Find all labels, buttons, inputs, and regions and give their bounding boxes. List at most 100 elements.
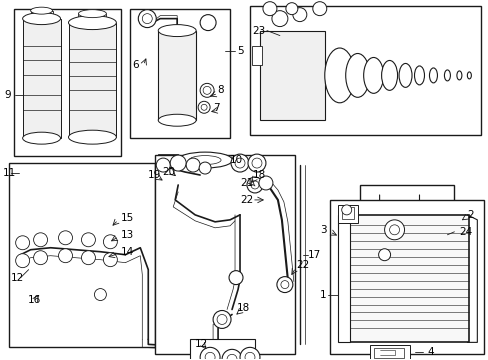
Bar (14, 9, 121, 156)
Ellipse shape (177, 152, 232, 168)
Circle shape (94, 289, 106, 301)
Circle shape (250, 181, 259, 189)
Bar (68, 23, 116, 137)
Text: 17: 17 (307, 250, 321, 260)
Circle shape (34, 251, 47, 265)
Circle shape (276, 276, 292, 293)
Text: 10: 10 (229, 155, 243, 165)
Bar (251, 45, 262, 66)
Circle shape (222, 349, 242, 360)
Ellipse shape (324, 48, 354, 103)
Bar (344, 215, 468, 342)
Bar (249, 6, 480, 135)
Text: 9: 9 (5, 90, 11, 100)
Ellipse shape (78, 10, 106, 18)
Bar (359, 185, 453, 280)
Circle shape (226, 354, 237, 360)
Text: 18: 18 (252, 170, 265, 180)
Circle shape (16, 254, 30, 268)
Circle shape (186, 158, 200, 172)
Circle shape (259, 176, 272, 190)
Circle shape (200, 84, 214, 97)
Circle shape (170, 155, 186, 171)
Ellipse shape (345, 54, 369, 97)
Circle shape (142, 14, 152, 24)
Circle shape (200, 15, 216, 31)
Circle shape (199, 162, 211, 174)
Circle shape (263, 2, 276, 15)
Circle shape (81, 251, 95, 265)
Text: 19: 19 (148, 170, 161, 180)
Text: 11: 11 (2, 168, 16, 178)
Text: 13: 13 (120, 230, 133, 240)
Text: 14: 14 (120, 247, 133, 257)
Bar (9, 163, 155, 347)
Text: 12: 12 (11, 273, 24, 283)
Text: 22: 22 (295, 260, 308, 270)
Ellipse shape (22, 132, 61, 144)
Bar (369, 345, 408, 360)
Text: 7: 7 (213, 103, 219, 113)
Circle shape (312, 2, 326, 15)
Circle shape (138, 10, 156, 28)
Bar (341, 207, 353, 219)
Bar (190, 339, 254, 360)
Text: 21: 21 (240, 178, 253, 188)
Ellipse shape (467, 72, 470, 79)
Text: 4: 4 (427, 347, 433, 357)
Circle shape (230, 154, 248, 172)
Text: 24: 24 (458, 227, 472, 237)
Ellipse shape (31, 7, 52, 14)
Circle shape (201, 104, 207, 110)
Text: 20: 20 (162, 167, 175, 177)
Circle shape (198, 101, 210, 113)
Circle shape (280, 280, 288, 289)
Text: 18: 18 (237, 302, 250, 312)
Circle shape (244, 352, 254, 360)
Text: 12: 12 (195, 339, 208, 349)
Circle shape (240, 347, 260, 360)
Circle shape (271, 11, 287, 27)
Circle shape (285, 3, 297, 15)
Text: 23: 23 (251, 26, 264, 36)
Ellipse shape (158, 114, 196, 126)
Circle shape (251, 158, 262, 168)
Circle shape (200, 347, 220, 360)
Ellipse shape (414, 66, 424, 85)
Circle shape (341, 205, 351, 215)
Ellipse shape (444, 70, 449, 81)
Ellipse shape (456, 71, 461, 80)
Bar (373, 348, 403, 358)
Bar (158, 154, 178, 166)
Ellipse shape (22, 13, 61, 24)
Ellipse shape (363, 58, 383, 93)
Bar (337, 205, 357, 223)
Bar (130, 9, 229, 138)
Bar (31, 11, 52, 21)
Ellipse shape (428, 68, 437, 83)
Circle shape (204, 352, 215, 360)
Bar (329, 200, 483, 354)
Circle shape (217, 315, 226, 324)
Circle shape (228, 271, 243, 285)
Text: 3: 3 (319, 225, 326, 235)
Ellipse shape (381, 60, 397, 90)
Circle shape (81, 233, 95, 247)
Circle shape (292, 8, 306, 22)
Circle shape (246, 177, 263, 193)
Circle shape (389, 225, 399, 235)
Bar (78, 14, 106, 24)
Circle shape (378, 249, 390, 261)
Circle shape (213, 310, 230, 328)
Text: 6: 6 (132, 60, 139, 71)
Circle shape (247, 154, 265, 172)
Bar (260, 31, 324, 120)
Text: 22: 22 (240, 195, 253, 205)
Text: 2: 2 (467, 210, 473, 220)
Ellipse shape (68, 15, 116, 30)
Ellipse shape (398, 63, 411, 87)
Circle shape (235, 158, 244, 168)
Ellipse shape (189, 156, 221, 165)
Ellipse shape (68, 130, 116, 144)
Circle shape (203, 86, 211, 94)
